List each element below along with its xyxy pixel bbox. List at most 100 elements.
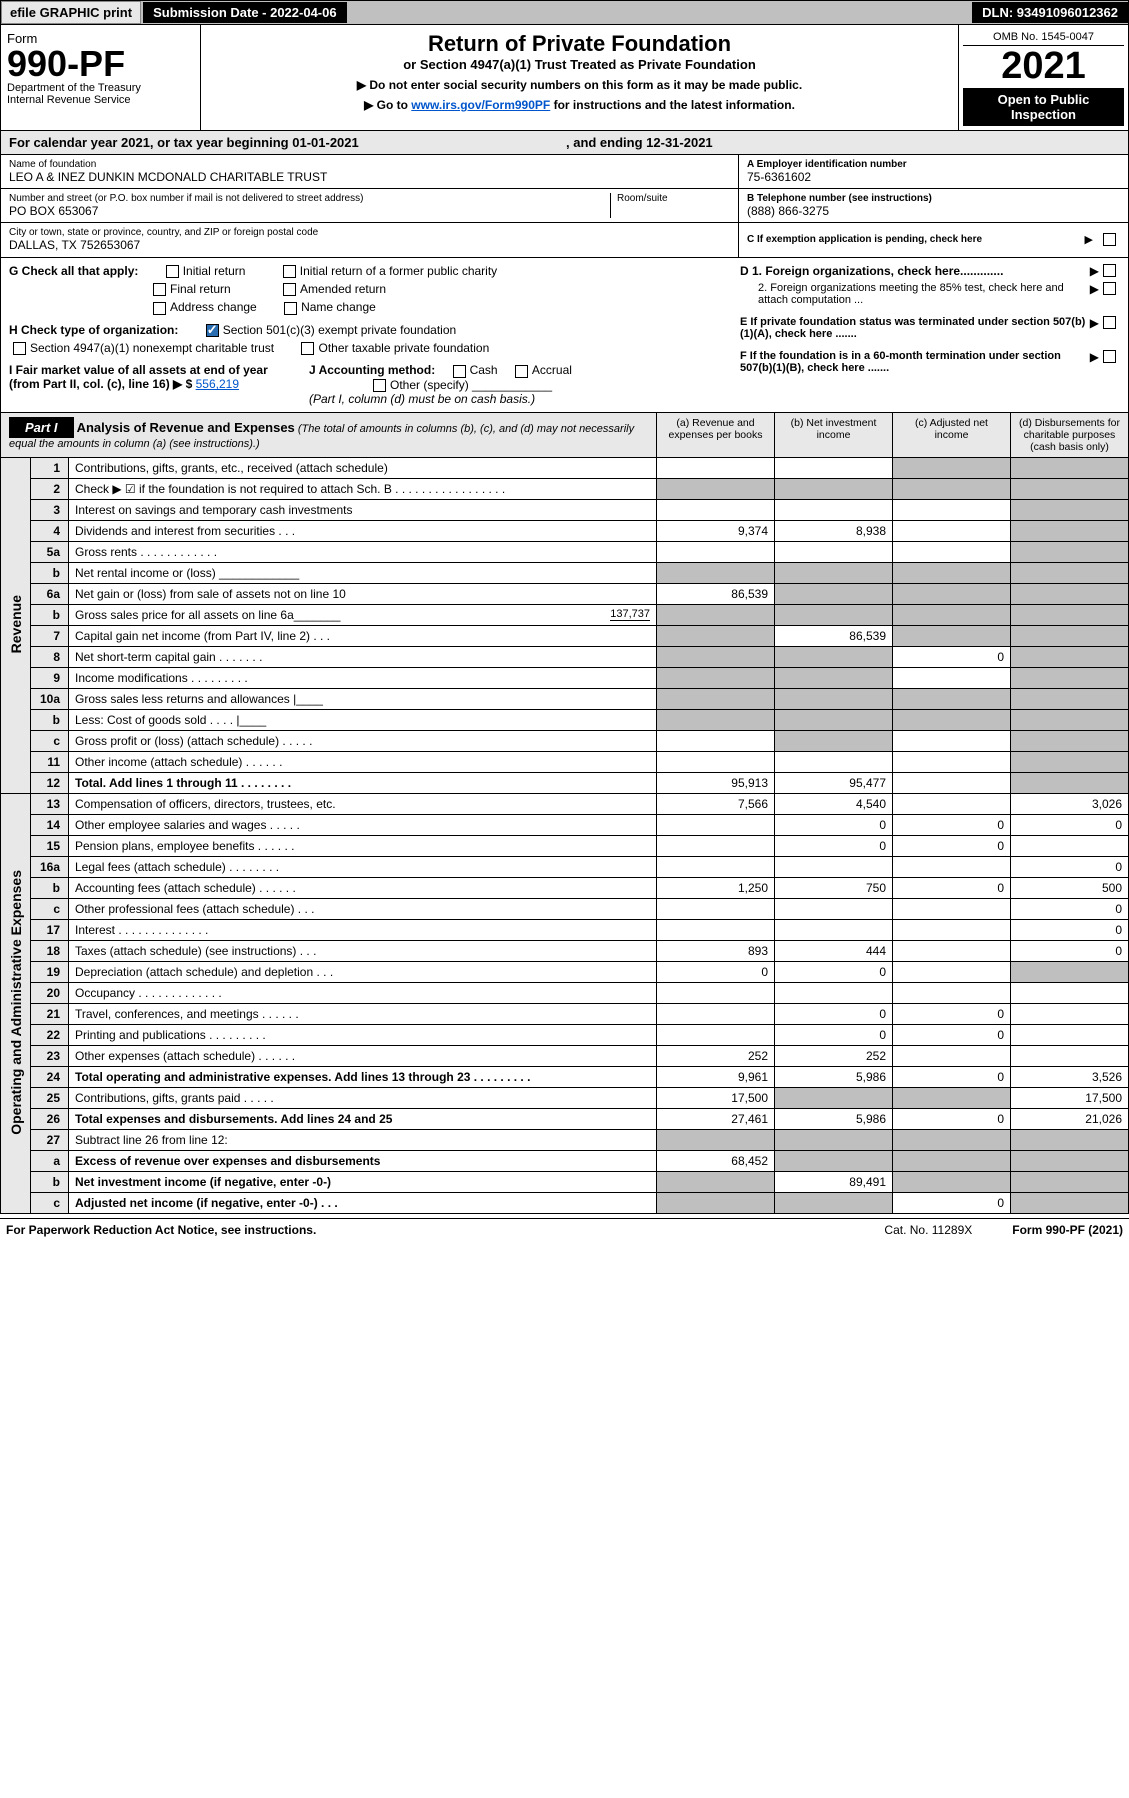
e-cb[interactable] (1103, 316, 1116, 329)
4947-cb[interactable] (13, 342, 26, 355)
line-description: Adjusted net income (if negative, enter … (69, 1193, 657, 1214)
exemption-checkbox[interactable] (1103, 233, 1116, 246)
table-row: 9Income modifications . . . . . . . . . (1, 668, 1129, 689)
initial-return-cb[interactable] (166, 265, 179, 278)
cell-c (893, 479, 1011, 500)
cell-b (775, 983, 893, 1004)
info-left: Name of foundation LEO A & INEZ DUNKIN M… (1, 155, 738, 257)
line-number: 8 (31, 647, 69, 668)
part1-header-row: Part I Analysis of Revenue and Expenses … (0, 413, 1129, 458)
cell-d (1011, 1151, 1129, 1172)
accrual-cb[interactable] (515, 365, 528, 378)
info-right: A Employer identification number 75-6361… (738, 155, 1128, 257)
d2-cb[interactable] (1103, 282, 1116, 295)
cell-c (893, 1130, 1011, 1151)
line-description: Less: Cost of goods sold . . . . |____ (69, 710, 657, 731)
table-row: 26Total expenses and disbursements. Add … (1, 1109, 1129, 1130)
cell-c: 0 (893, 878, 1011, 899)
cell-c (893, 899, 1011, 920)
cell-d (1011, 626, 1129, 647)
line-number: 1 (31, 458, 69, 479)
cell-b (775, 857, 893, 878)
d1-label: D 1. Foreign organizations, check here..… (740, 264, 1090, 278)
line-number: c (31, 731, 69, 752)
section-left: G Check all that apply: Initial return I… (9, 264, 730, 406)
cell-a (657, 500, 775, 521)
line-description: Printing and publications . . . . . . . … (69, 1025, 657, 1046)
table-row: 2Check ▶ ☑ if the foundation is not requ… (1, 479, 1129, 500)
d1-cb[interactable] (1103, 264, 1116, 277)
cell-b: 0 (775, 1025, 893, 1046)
cell-b: 0 (775, 815, 893, 836)
other-taxable-cb[interactable] (301, 342, 314, 355)
note-ssn: ▶ Do not enter social security numbers o… (207, 78, 952, 92)
table-row: 19Depreciation (attach schedule) and dep… (1, 962, 1129, 983)
cell-d: 0 (1011, 941, 1129, 962)
final-return-cb[interactable] (153, 283, 166, 296)
cell-a (657, 626, 775, 647)
cell-b (775, 710, 893, 731)
cell-c (893, 689, 1011, 710)
line-description: Accounting fees (attach schedule) . . . … (69, 878, 657, 899)
cell-a (657, 983, 775, 1004)
cash-cb[interactable] (453, 365, 466, 378)
cell-b (775, 1193, 893, 1214)
line-number: 13 (31, 794, 69, 815)
dept-treasury: Department of the Treasury (7, 82, 194, 94)
cell-c (893, 794, 1011, 815)
line-description: Interest on savings and temporary cash i… (69, 500, 657, 521)
cell-c (893, 1151, 1011, 1172)
cell-d: 0 (1011, 899, 1129, 920)
cell-a: 0 (657, 962, 775, 983)
cell-d: 0 (1011, 920, 1129, 941)
cell-a: 252 (657, 1046, 775, 1067)
exemption-label: C If exemption application is pending, c… (747, 234, 1085, 245)
501c3-cb[interactable] (206, 324, 219, 337)
cell-d (1011, 584, 1129, 605)
phone-label: B Telephone number (see instructions) (747, 193, 1120, 204)
tax-year: 2021 (963, 46, 1124, 88)
table-row: bAccounting fees (attach schedule) . . .… (1, 878, 1129, 899)
line-description: Taxes (attach schedule) (see instruction… (69, 941, 657, 962)
line-description: Capital gain net income (from Part IV, l… (69, 626, 657, 647)
cell-d (1011, 731, 1129, 752)
cell-a (657, 689, 775, 710)
cell-d: 21,026 (1011, 1109, 1129, 1130)
initial-former-cb[interactable] (283, 265, 296, 278)
line-description: Net investment income (if negative, ente… (69, 1172, 657, 1193)
table-row: 15Pension plans, employee benefits . . .… (1, 836, 1129, 857)
other-method-cb[interactable] (373, 379, 386, 392)
cell-d (1011, 962, 1129, 983)
col-b-hdr: (b) Net investment income (774, 413, 892, 457)
line-description: Other professional fees (attach schedule… (69, 899, 657, 920)
cell-c: 0 (893, 1025, 1011, 1046)
address-change-cb[interactable] (153, 302, 166, 315)
line-description: Net gain or (loss) from sale of assets n… (69, 584, 657, 605)
amended-cb[interactable] (283, 283, 296, 296)
table-row: bGross sales price for all assets on lin… (1, 605, 1129, 626)
cell-c (893, 542, 1011, 563)
line-number: 10a (31, 689, 69, 710)
city-label: City or town, state or province, country… (9, 227, 730, 238)
j-note: (Part I, column (d) must be on cash basi… (309, 392, 730, 406)
cell-d (1011, 752, 1129, 773)
line-description: Compensation of officers, directors, tru… (69, 794, 657, 815)
addr-label: Number and street (or P.O. box number if… (9, 193, 610, 204)
cell-b (775, 584, 893, 605)
cell-d (1011, 1172, 1129, 1193)
cell-a (657, 836, 775, 857)
table-row: 4Dividends and interest from securities … (1, 521, 1129, 542)
cell-c (893, 500, 1011, 521)
name-change-cb[interactable] (284, 302, 297, 315)
cell-d (1011, 668, 1129, 689)
form990pf-link[interactable]: www.irs.gov/Form990PF (411, 98, 550, 112)
line-description: Other employee salaries and wages . . . … (69, 815, 657, 836)
cell-b: 89,491 (775, 1172, 893, 1193)
cell-d (1011, 605, 1129, 626)
fmv-value[interactable]: 556,219 (196, 377, 239, 391)
page-footer: For Paperwork Reduction Act Notice, see … (0, 1218, 1129, 1241)
line-description: Gross sales less returns and allowances … (69, 689, 657, 710)
irs-label: Internal Revenue Service (7, 94, 194, 106)
f-cb[interactable] (1103, 350, 1116, 363)
efile-print-button[interactable]: efile GRAPHIC print (1, 1, 141, 24)
